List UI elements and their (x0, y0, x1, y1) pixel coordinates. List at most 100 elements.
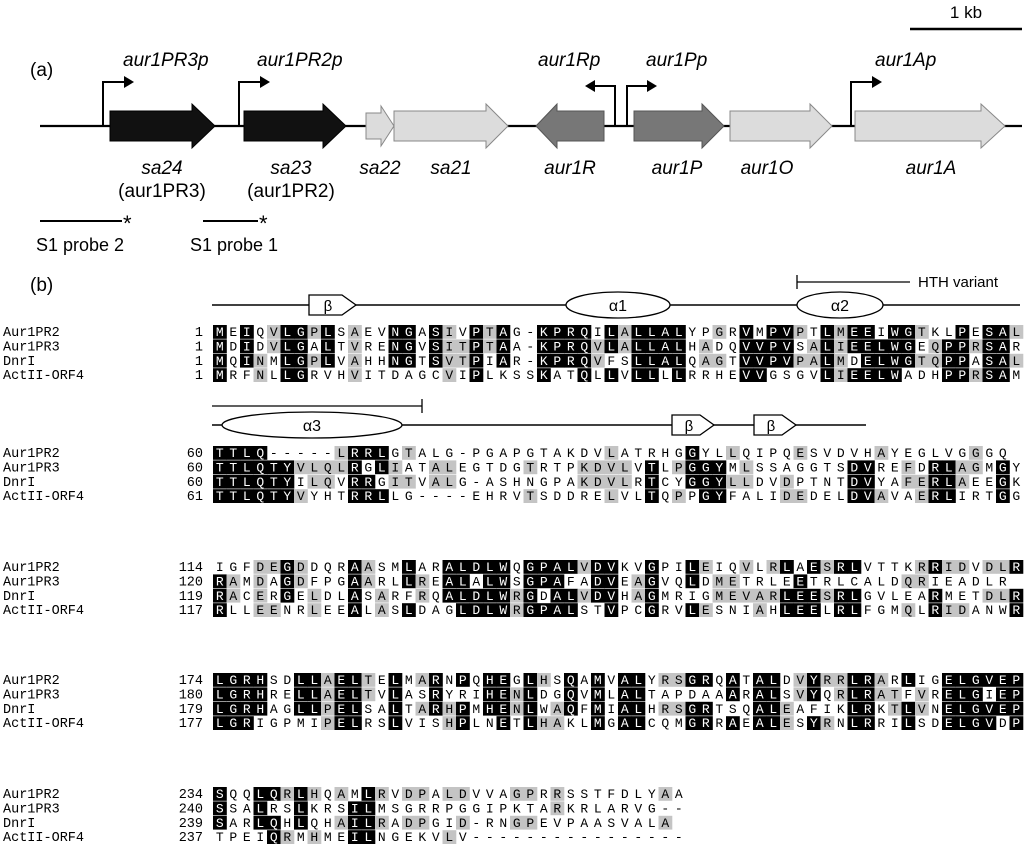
residue-shading (361, 687, 376, 702)
residue-shading (847, 474, 862, 489)
residue: A (810, 339, 818, 354)
residue: V (972, 560, 980, 575)
residue: M (756, 325, 764, 340)
residue: P (661, 560, 669, 575)
residue-shading (1009, 687, 1024, 702)
residue-shading (348, 603, 362, 617)
residue: T (594, 603, 602, 618)
residue-shading (442, 574, 457, 589)
residue: L (216, 673, 224, 688)
residue: V (864, 460, 872, 475)
sequence-name: Aur1PR2 (3, 447, 60, 462)
residue-shading (253, 787, 268, 801)
residue: D (256, 574, 264, 589)
residue-shading (429, 460, 443, 475)
residue: L (526, 673, 534, 688)
residue-shading (496, 673, 511, 687)
residue: L (391, 702, 399, 717)
residue: L (432, 446, 440, 461)
residue: R (999, 574, 1007, 589)
residue: P (621, 603, 629, 618)
residue-shading (807, 603, 821, 617)
residue-shading (510, 815, 524, 830)
residue-shading (361, 830, 376, 844)
residue-shading (928, 603, 943, 617)
residue-shading (888, 353, 902, 368)
residue: T (216, 446, 224, 461)
residue-shading (874, 673, 889, 687)
residue: H (513, 475, 521, 490)
residue-shading (321, 460, 335, 475)
residue-shading (280, 787, 295, 801)
residue: K (499, 368, 507, 383)
residue: F (904, 687, 912, 702)
residue-shading (915, 474, 929, 489)
residue: G (229, 702, 237, 717)
residue-shading (334, 716, 349, 730)
residue-shading (685, 474, 700, 489)
residue-shading (429, 687, 443, 702)
residue: L (567, 603, 575, 618)
residue: P (958, 339, 966, 354)
residue: L (567, 589, 575, 604)
residue: L (378, 460, 386, 475)
residue: R (675, 589, 683, 604)
residue-shading (699, 673, 713, 687)
residue: D (594, 475, 602, 490)
residue-shading (456, 574, 470, 589)
residue: S (270, 673, 278, 688)
residue: D (391, 368, 399, 383)
residue-shading (213, 716, 227, 730)
residue: A (418, 325, 426, 340)
residue-shading (280, 588, 295, 603)
residue: L (216, 702, 224, 717)
residue-shading (226, 460, 241, 475)
sequence-start-number: 61 (187, 490, 203, 505)
residue: G (297, 368, 305, 383)
residue: E (432, 574, 440, 589)
residue: Q (580, 339, 588, 354)
residue-shading (375, 787, 389, 801)
residue: I (391, 460, 399, 475)
residue-shading (753, 368, 767, 382)
residue: R (351, 460, 359, 475)
residue: V (445, 368, 453, 383)
residue: M (324, 830, 332, 845)
residue: G (904, 354, 912, 369)
residue: G (688, 446, 696, 461)
sequence-start-number: 180 (179, 688, 203, 703)
residue: W (540, 702, 548, 717)
residue-shading (348, 830, 362, 844)
residue-shading (577, 353, 592, 368)
residue-shading (415, 673, 430, 687)
residue: A (229, 816, 237, 831)
residue-shading (294, 673, 308, 687)
residue: V (594, 446, 602, 461)
residue-shading (226, 489, 241, 503)
residue: R (351, 446, 359, 461)
residue-shading (969, 687, 983, 702)
residue: V (337, 475, 345, 490)
residue: D (472, 603, 480, 618)
residue: A (391, 816, 399, 831)
residue: R (567, 354, 575, 369)
residue-shading (267, 460, 281, 475)
residue: D (985, 560, 993, 575)
residue-shading (1009, 716, 1024, 730)
residue: P (540, 603, 548, 618)
residue: K (540, 354, 548, 369)
residue: H (337, 368, 345, 383)
residue: D (958, 560, 966, 575)
residue: L (391, 489, 399, 504)
residue-shading (388, 474, 403, 489)
residue: I (418, 716, 426, 731)
residue: S (229, 801, 237, 816)
residue: L (715, 446, 723, 461)
residue: G (688, 475, 696, 490)
residue: Q (270, 816, 278, 831)
residue-shading (807, 560, 821, 574)
residue: D (850, 489, 858, 504)
residue: W (499, 560, 507, 575)
residue: R (688, 368, 696, 383)
residue-shading (213, 489, 227, 503)
